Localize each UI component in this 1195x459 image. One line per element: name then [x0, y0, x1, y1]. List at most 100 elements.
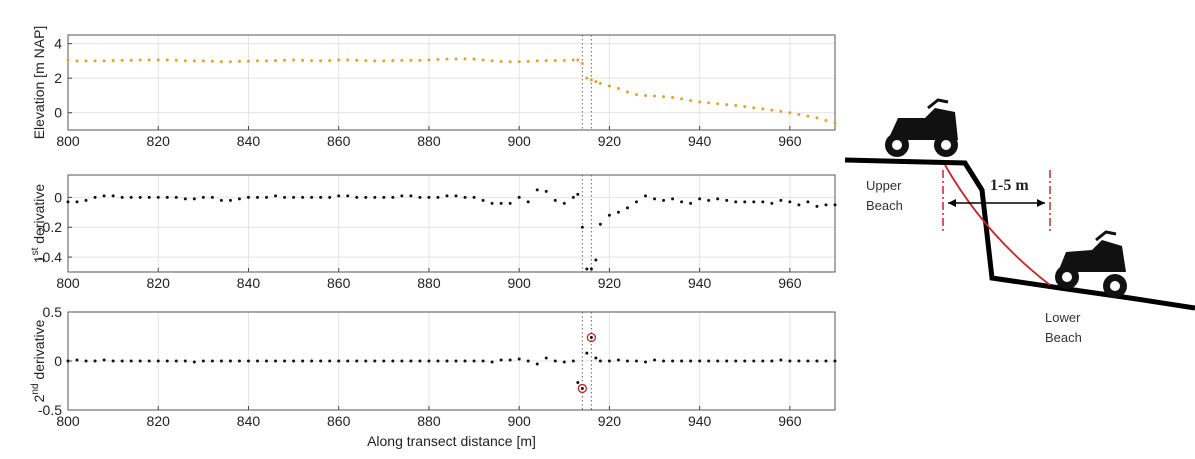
data-point	[409, 359, 413, 363]
data-point	[355, 58, 359, 62]
data-point	[237, 59, 241, 63]
data-point	[192, 59, 196, 63]
data-point	[255, 59, 259, 63]
data-point	[616, 210, 620, 214]
data-point	[319, 359, 323, 363]
data-point	[418, 58, 422, 62]
x-tick-label: 920	[598, 275, 622, 291]
data-point	[265, 59, 269, 63]
data-point	[283, 58, 287, 62]
data-point	[274, 359, 278, 363]
data-point	[165, 58, 169, 62]
x-tick-label: 800	[56, 275, 80, 291]
data-point	[517, 60, 521, 64]
data-point	[499, 201, 503, 205]
data-point	[580, 225, 584, 229]
data-point	[662, 95, 666, 99]
data-point	[725, 359, 729, 363]
y-label-number: 1	[31, 255, 47, 263]
data-point	[616, 87, 620, 91]
data-point	[797, 112, 801, 116]
data-point	[607, 213, 611, 217]
data-point	[301, 359, 305, 363]
data-point	[102, 59, 106, 63]
y-axis-label: Elevation [m NAP]	[31, 26, 47, 140]
data-point	[129, 195, 133, 199]
data-point	[400, 58, 404, 62]
data-point	[165, 359, 169, 363]
x-tick-label: 840	[237, 133, 261, 149]
data-point	[337, 359, 341, 363]
data-point	[634, 93, 638, 97]
y-axis-label: 2nd derivative	[30, 319, 47, 402]
y-tick-label: 0.5	[43, 304, 63, 320]
data-point	[680, 97, 684, 101]
data-point	[815, 116, 819, 120]
data-point	[237, 359, 241, 363]
data-point	[147, 195, 151, 199]
x-tick-label: 900	[507, 133, 531, 149]
data-point	[120, 58, 124, 62]
data-point	[400, 194, 404, 198]
data-point	[274, 194, 278, 198]
data-point	[255, 359, 259, 363]
data-point	[716, 102, 720, 106]
x-tick-label: 800	[56, 413, 80, 429]
y-label-superscript: nd	[30, 383, 41, 394]
x-tick-label: 940	[688, 275, 712, 291]
lower-beach-label: Lower	[1045, 310, 1081, 325]
data-point	[373, 59, 377, 63]
data-point	[120, 359, 124, 363]
data-point	[246, 59, 250, 63]
data-point	[707, 198, 711, 202]
data-point	[418, 195, 422, 199]
data-point	[382, 59, 386, 63]
data-point	[607, 359, 611, 363]
data-point	[508, 358, 512, 362]
x-tick-label: 860	[327, 133, 351, 149]
data-point	[689, 359, 693, 363]
data-point	[183, 59, 187, 63]
data-point	[526, 359, 530, 363]
data-point	[93, 59, 97, 63]
data-point	[219, 359, 223, 363]
data-point	[292, 58, 296, 62]
data-point	[310, 59, 314, 63]
data-point	[598, 222, 602, 226]
data-point	[499, 59, 503, 63]
data-point	[174, 359, 178, 363]
data-point	[328, 195, 332, 199]
data-point	[698, 197, 702, 201]
data-point	[427, 58, 431, 62]
x-tick-label: 960	[778, 275, 802, 291]
data-point	[75, 200, 79, 204]
x-tick-label: 800	[56, 133, 80, 149]
data-point	[210, 195, 214, 199]
y-tick-label: 2	[54, 70, 62, 86]
beach-profile	[844, 157, 1195, 311]
data-point	[75, 59, 79, 63]
data-point	[147, 58, 151, 62]
data-point	[544, 59, 548, 63]
data-point	[201, 195, 205, 199]
data-point	[102, 358, 106, 362]
data-point	[111, 194, 115, 198]
data-point	[824, 359, 828, 363]
data-point	[571, 58, 575, 62]
atv-upper	[885, 98, 958, 157]
data-point	[382, 195, 386, 199]
data-point	[283, 359, 287, 363]
data-point	[662, 198, 666, 202]
data-point	[481, 359, 485, 363]
upper-beach-label: Beach	[866, 198, 903, 213]
data-point	[594, 80, 598, 84]
data-point	[364, 359, 368, 363]
data-point	[833, 359, 837, 363]
data-point	[156, 58, 160, 62]
data-point	[472, 359, 476, 363]
data-point	[761, 359, 765, 363]
x-tick-label: 880	[417, 133, 441, 149]
data-point	[788, 359, 792, 363]
data-point	[797, 359, 801, 363]
data-point	[562, 58, 566, 62]
